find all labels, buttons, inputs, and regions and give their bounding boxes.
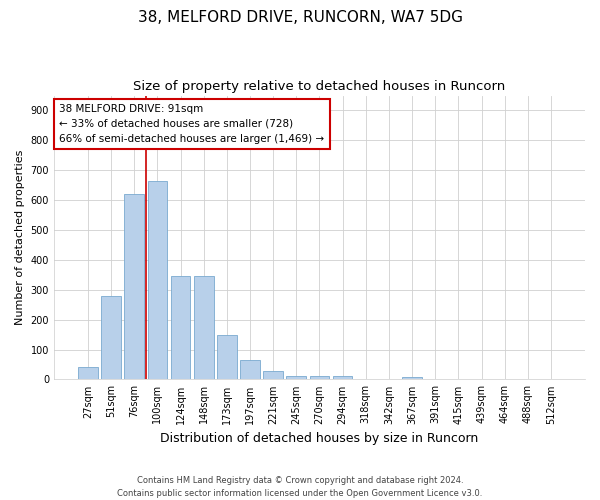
Bar — [286, 376, 306, 380]
Bar — [78, 368, 98, 380]
Text: 38, MELFORD DRIVE, RUNCORN, WA7 5DG: 38, MELFORD DRIVE, RUNCORN, WA7 5DG — [137, 10, 463, 25]
Text: Contains HM Land Registry data © Crown copyright and database right 2024.
Contai: Contains HM Land Registry data © Crown c… — [118, 476, 482, 498]
Bar — [101, 296, 121, 380]
Bar — [148, 180, 167, 380]
Y-axis label: Number of detached properties: Number of detached properties — [15, 150, 25, 325]
X-axis label: Distribution of detached houses by size in Runcorn: Distribution of detached houses by size … — [160, 432, 479, 445]
Bar — [170, 276, 190, 380]
Bar — [194, 276, 214, 380]
Bar — [310, 376, 329, 380]
Bar — [333, 376, 352, 380]
Bar — [402, 377, 422, 380]
Bar — [240, 360, 260, 380]
Bar — [217, 335, 236, 380]
Bar — [263, 372, 283, 380]
Title: Size of property relative to detached houses in Runcorn: Size of property relative to detached ho… — [133, 80, 506, 93]
Text: 38 MELFORD DRIVE: 91sqm
← 33% of detached houses are smaller (728)
66% of semi-d: 38 MELFORD DRIVE: 91sqm ← 33% of detache… — [59, 104, 325, 144]
Bar — [124, 194, 144, 380]
